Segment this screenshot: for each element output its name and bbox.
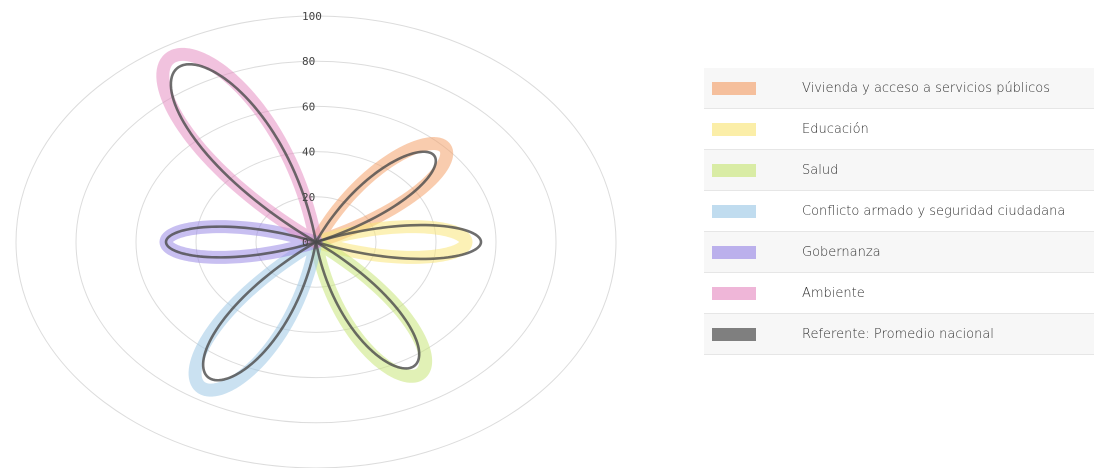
- legend-label: Referente: Promedio nacional: [802, 326, 994, 342]
- legend: Vivienda y acceso a servicios públicos Ed…: [704, 68, 1094, 355]
- polar-petal-chart: 0 20 40 60 80 100: [15, 10, 617, 468]
- legend-label: Conflicto armado y seguridad ciudadana: [802, 203, 1066, 219]
- tick-label-0: 0: [302, 236, 309, 249]
- legend-label: Ambiente: [802, 285, 865, 301]
- grid-ring-40: [195, 151, 437, 333]
- legend-item: Conflicto armado y seguridad ciudadana: [704, 191, 1094, 232]
- legend-item: Referente: Promedio nacional: [704, 314, 1094, 355]
- grid-ring-100: [15, 15, 617, 468]
- tick-label-60: 60: [302, 100, 315, 113]
- reference-petal-0: [314, 150, 438, 244]
- legend-swatch: [712, 163, 756, 177]
- grid-ring-20: [255, 196, 377, 288]
- petal-series-3: [188, 235, 323, 397]
- legend-swatch: [712, 122, 756, 136]
- reference-layer: [164, 62, 483, 382]
- reference-petal-2: [314, 240, 421, 370]
- legend-swatch: [712, 327, 756, 341]
- legend-item: Salud: [704, 150, 1094, 191]
- legend-item: Ambiente: [704, 273, 1094, 314]
- tick-label-40: 40: [302, 146, 315, 159]
- legend-swatch: [712, 81, 756, 95]
- legend-label: Educación: [802, 121, 869, 137]
- legend-swatch: [712, 286, 756, 300]
- legend-label: Gobernanza: [802, 244, 881, 260]
- reference-petal-4: [164, 225, 318, 259]
- reference-petal-5: [169, 62, 318, 244]
- legend-item: Vivienda y acceso a servicios públicos: [704, 68, 1094, 109]
- reference-petal-1: [314, 223, 483, 261]
- reference-petal-3: [201, 240, 318, 382]
- tick-label-20: 20: [302, 191, 315, 204]
- legend-label: Vivienda y acceso a servicios públicos: [802, 80, 1051, 96]
- grid-ring-60: [135, 105, 497, 379]
- legend-swatch: [712, 245, 756, 259]
- legend-swatch: [712, 204, 756, 218]
- grid-layer: [15, 15, 617, 468]
- legend-label: Salud: [802, 162, 839, 178]
- legend-item: Gobernanza: [704, 232, 1094, 273]
- legend-item: Educación: [704, 109, 1094, 150]
- tick-label-100: 100: [302, 10, 322, 23]
- grid-ring-80: [75, 60, 557, 424]
- tick-label-80: 80: [302, 55, 315, 68]
- tick-layer: 0 20 40 60 80 100: [302, 10, 322, 249]
